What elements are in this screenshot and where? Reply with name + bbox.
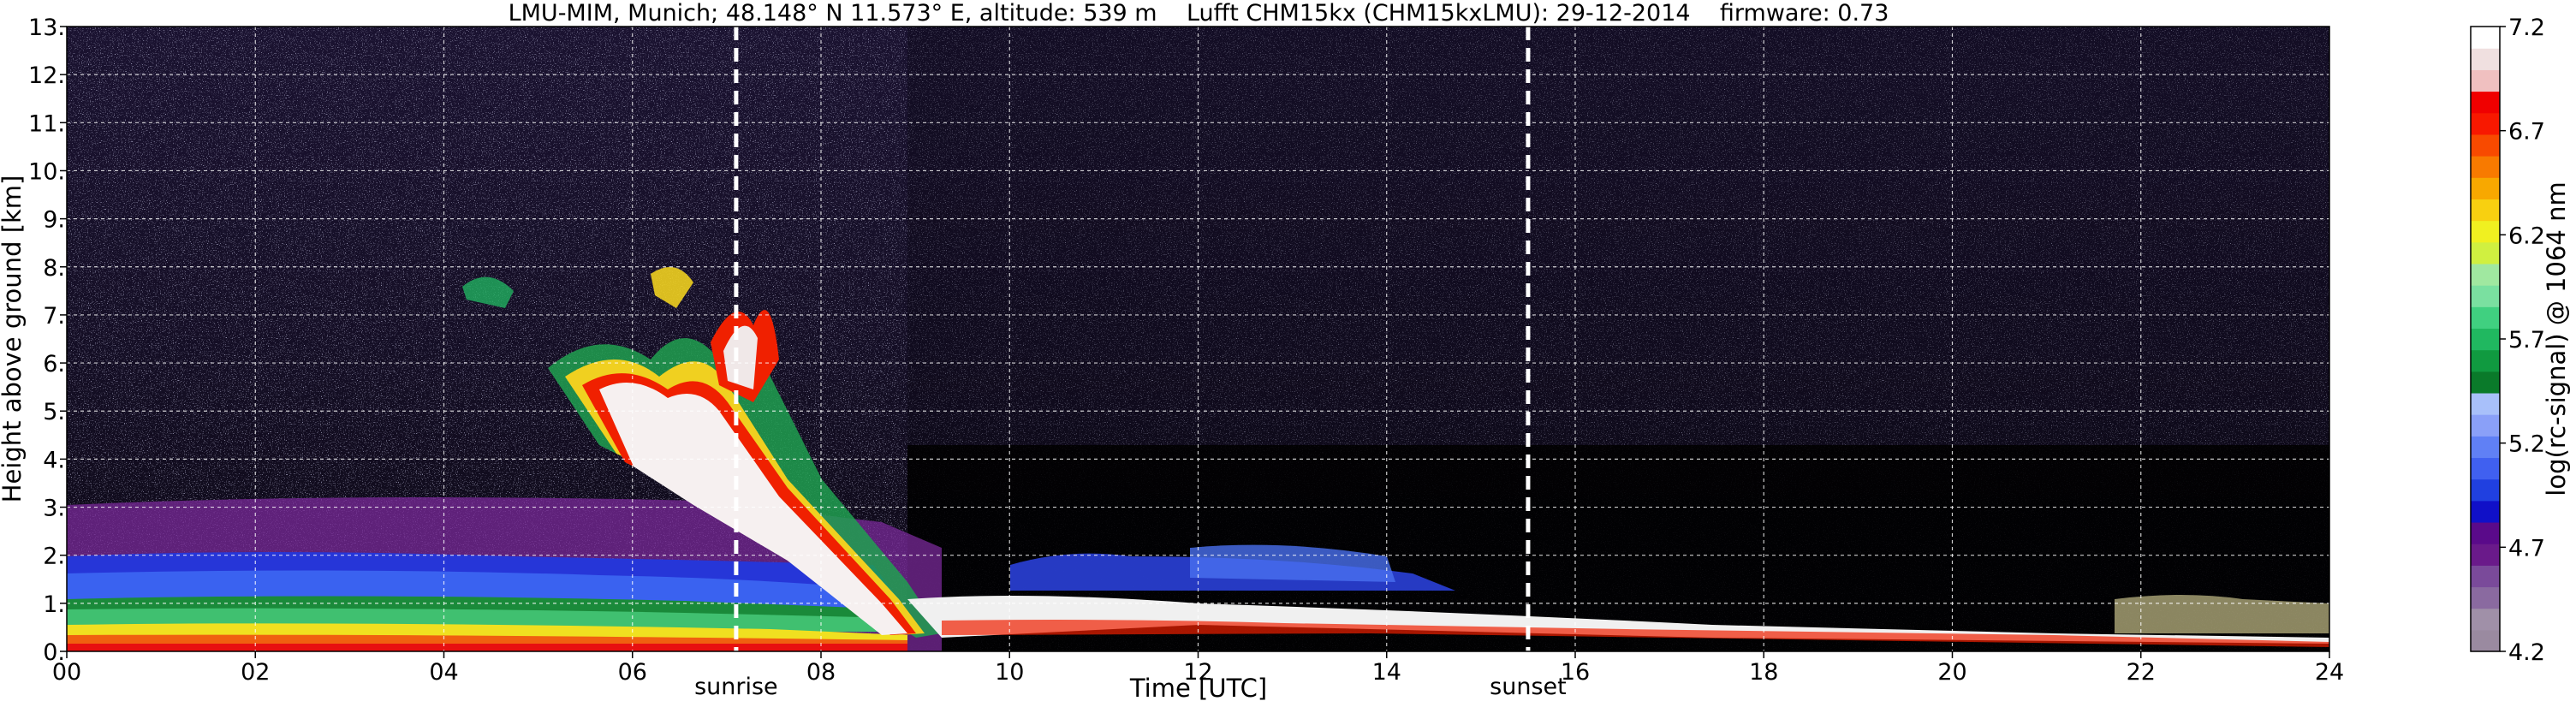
y-tick-label: 12. <box>28 62 65 89</box>
x-tick-label: 22 <box>2127 659 2156 686</box>
colorbar-tick-label: 5.7 <box>2508 327 2545 354</box>
y-tick-label: 9. <box>43 207 65 234</box>
y-tick-label: 2. <box>43 544 65 570</box>
colorbar-scale <box>2471 27 2500 652</box>
colorbar-step <box>2471 156 2500 178</box>
colorbar-step <box>2471 478 2500 502</box>
x-tick-label: 18 <box>1749 659 1778 686</box>
sun-markers: sunrise sunset <box>694 27 1567 700</box>
colorbar-tick-label: 4.2 <box>2508 639 2545 666</box>
colorbar-step <box>2471 414 2500 437</box>
boundary-layer <box>67 497 942 651</box>
colorbar-step <box>2471 328 2500 351</box>
y-tick-label: 1. <box>43 591 65 618</box>
colorbar-tick-label: 6.2 <box>2508 223 2545 249</box>
colorbar-step <box>2471 27 2500 49</box>
colorbar-step <box>2471 177 2500 199</box>
colorbar-step <box>2471 565 2500 588</box>
cloud-plume <box>462 267 2329 647</box>
y-tick-label: 5. <box>43 399 65 425</box>
signal-field <box>67 27 2329 651</box>
colorbar-step <box>2471 436 2500 459</box>
colorbar-step <box>2471 91 2500 114</box>
x-axis: 00 02 04 06 08 10 12 14 16 18 20 22 24 <box>52 651 2344 686</box>
colorbar-tick-label: 6.7 <box>2508 119 2545 146</box>
y-tick-label: 13. <box>28 15 65 41</box>
colorbar-step <box>2471 392 2500 415</box>
x-tick-label: 04 <box>429 659 458 686</box>
colorbar-tick-label: 4.7 <box>2508 535 2545 561</box>
colorbar-step <box>2471 199 2500 222</box>
x-tick-label: 08 <box>806 659 836 686</box>
colorbar-ticks: 4.2 4.7 5.2 5.7 6.2 6.7 7.2 <box>2500 15 2545 666</box>
x-tick-label: 10 <box>995 659 1024 686</box>
chart-title: LMU-MIM, Munich; 48.148° N 11.573° E, al… <box>509 0 1889 27</box>
grid <box>67 27 2329 651</box>
colorbar-step <box>2471 306 2500 330</box>
colorbar-step <box>2471 629 2500 652</box>
colorbar: 4.2 4.7 5.2 5.7 6.2 6.7 7.2 log(rc-signal) @ 1… <box>2470 15 2571 666</box>
colorbar-step <box>2471 349 2500 372</box>
colorbar-step <box>2471 521 2500 544</box>
x-tick-label: 14 <box>1372 659 1401 686</box>
colorbar-tick-label: 5.2 <box>2508 431 2545 458</box>
sunrise-label: sunrise <box>694 674 778 700</box>
x-tick-label: 20 <box>1937 659 1966 686</box>
y-tick-label: 4. <box>43 447 65 473</box>
sunset-label: sunset <box>1490 674 1567 700</box>
colorbar-step <box>2471 48 2500 70</box>
colorbar-step <box>2471 586 2500 609</box>
x-tick-label: 12 <box>1183 659 1212 686</box>
x-tick-label: 24 <box>2315 659 2344 686</box>
colorbar-step <box>2471 241 2500 264</box>
y-tick-label: 3. <box>43 496 65 522</box>
colorbar-step <box>2471 69 2500 92</box>
colorbar-tick-label: 7.2 <box>2508 15 2545 41</box>
colorbar-step <box>2471 500 2500 523</box>
colorbar-step <box>2471 220 2500 243</box>
y-tick-label: 8. <box>43 255 65 282</box>
x-tick-label: 00 <box>52 659 81 686</box>
x-tick-label: 02 <box>241 659 270 686</box>
colorbar-step <box>2471 544 2500 566</box>
colorbar-step <box>2471 371 2500 394</box>
y-tick-label: 6. <box>43 351 65 377</box>
colorbar-step <box>2471 608 2500 631</box>
colorbar-step <box>2471 134 2500 157</box>
x-tick-label: 16 <box>1561 659 1590 686</box>
y-axis: 0. 1. 2. 3. 4. 5. 6. 7. 8. 9. 10. 11. 12. 13. <box>28 15 67 666</box>
y-tick-label: 7. <box>43 303 65 330</box>
y-tick-label: 10. <box>28 158 65 185</box>
x-axis-label: Time [UTC] <box>1129 674 1267 703</box>
y-tick-label: 11. <box>28 110 65 137</box>
colorbar-step <box>2471 112 2500 135</box>
colorbar-step <box>2471 285 2500 307</box>
colorbar-label: log(rc-signal) @ 1064 nm <box>2542 181 2571 496</box>
colorbar-step <box>2471 457 2500 480</box>
y-axis-label: Height above ground [km] <box>0 175 27 503</box>
colorbar-step <box>2471 263 2500 286</box>
x-tick-label: 06 <box>618 659 647 686</box>
y-tick-label: 0. <box>43 639 65 666</box>
